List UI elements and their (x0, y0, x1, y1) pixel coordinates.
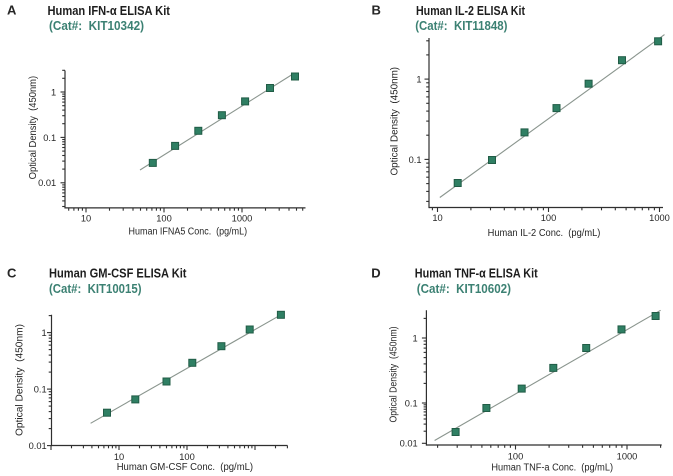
svg-text:Optical Density (450nm): Optical Density (450nm) (15, 324, 26, 436)
svg-text:Human GM-CSF Conc. (pg/mL): Human GM-CSF Conc. (pg/mL) (117, 462, 253, 473)
svg-text:(Cat#: KIT10342): (Cat#: KIT10342) (49, 19, 144, 33)
svg-text:Optical Density (450nm): Optical Density (450nm) (389, 327, 400, 423)
svg-text:Optical Density (450nm): Optical Density (450nm) (28, 76, 39, 180)
svg-text:1000: 1000 (232, 214, 253, 224)
svg-text:0.01: 0.01 (29, 441, 47, 451)
svg-text:(Cat#: KIT10015): (Cat#: KIT10015) (49, 282, 142, 296)
svg-text:0.1: 0.1 (409, 155, 422, 165)
svg-text:0.01: 0.01 (38, 178, 56, 188)
svg-text:10: 10 (114, 452, 124, 462)
svg-text:D: D (371, 266, 380, 281)
svg-text:0.1: 0.1 (43, 133, 56, 143)
svg-text:10: 10 (81, 214, 91, 224)
svg-text:1000: 1000 (649, 213, 670, 223)
svg-text:Optical Density (450nm): Optical Density (450nm) (390, 67, 401, 176)
svg-text:(Cat#: KIT10602): (Cat#: KIT10602) (417, 282, 511, 296)
svg-text:100: 100 (179, 452, 195, 462)
svg-text:100: 100 (508, 452, 524, 462)
svg-text:Human GM-CSF ELISA Kit: Human GM-CSF ELISA Kit (49, 267, 187, 281)
svg-text:Human TNF-a Conc. (pg/mL): Human TNF-a Conc. (pg/mL) (491, 462, 613, 473)
svg-text:C: C (7, 266, 17, 281)
svg-text:A: A (7, 3, 17, 18)
svg-text:1: 1 (51, 87, 56, 97)
svg-text:1: 1 (416, 75, 421, 85)
svg-text:0.01: 0.01 (400, 439, 418, 449)
svg-text:1: 1 (413, 333, 418, 343)
svg-text:100: 100 (156, 214, 172, 224)
svg-text:Human TNF-α ELISA Kit: Human TNF-α ELISA Kit (415, 267, 539, 281)
svg-text:1000: 1000 (617, 452, 638, 462)
svg-text:Human IL-2 Conc. (pg/mL): Human IL-2 Conc. (pg/mL) (488, 228, 601, 239)
svg-text:(Cat#: KIT11848): (Cat#: KIT11848) (415, 19, 507, 33)
svg-text:Human IFNA5 Conc. (pg/mL): Human IFNA5 Conc. (pg/mL) (129, 227, 248, 238)
svg-text:100: 100 (541, 213, 557, 223)
svg-text:10: 10 (432, 213, 442, 223)
svg-text:B: B (372, 3, 381, 18)
svg-text:1: 1 (42, 328, 47, 338)
svg-text:Human IFN-α ELISA Kit: Human IFN-α ELISA Kit (48, 4, 171, 18)
svg-text:0.1: 0.1 (34, 385, 47, 395)
svg-text:Human IL-2 ELISA Kit: Human IL-2 ELISA Kit (416, 4, 526, 18)
svg-text:0.1: 0.1 (405, 398, 418, 408)
